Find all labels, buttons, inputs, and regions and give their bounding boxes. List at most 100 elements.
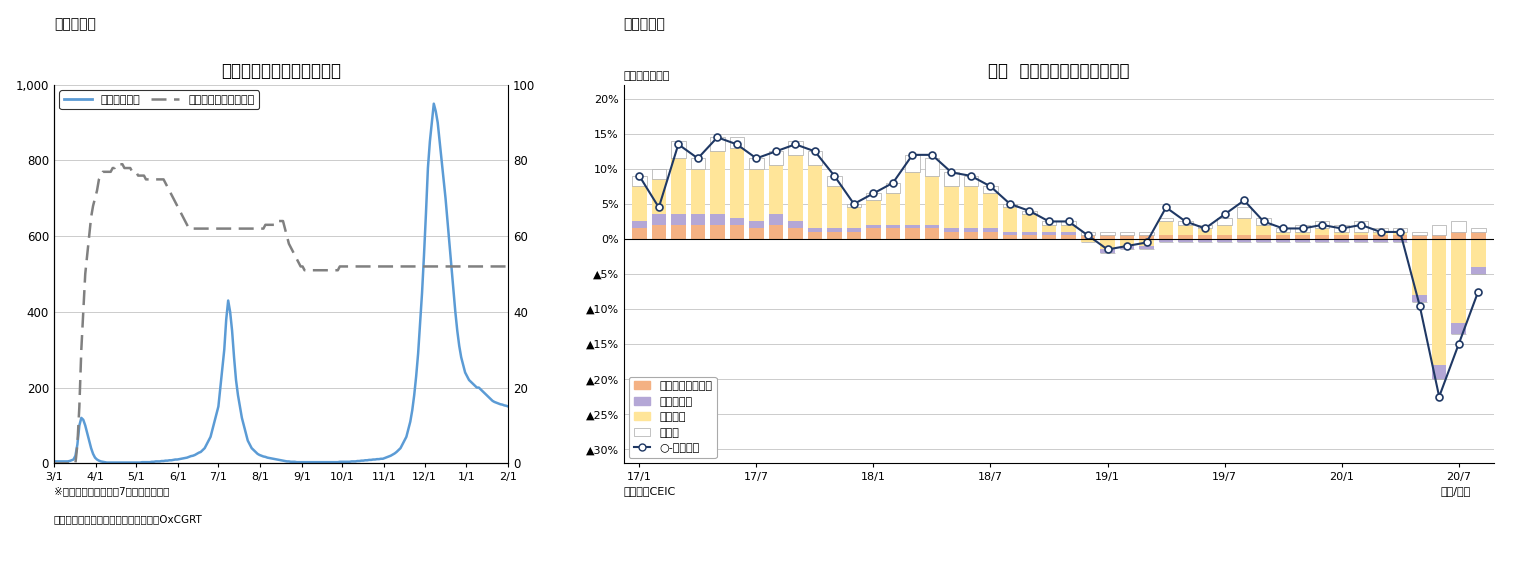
Bar — [1451, 232, 1466, 239]
Text: （図表４）: （図表４） — [624, 17, 665, 31]
Bar — [983, 232, 998, 239]
Bar — [1023, 236, 1036, 239]
Bar — [1081, 236, 1095, 239]
Bar — [1451, 323, 1466, 333]
Bar — [631, 228, 647, 239]
Bar — [748, 228, 764, 239]
Bar — [1412, 239, 1428, 295]
Bar — [865, 201, 881, 225]
Bar — [1451, 221, 1466, 232]
Bar — [1140, 232, 1153, 236]
Bar — [1198, 225, 1212, 228]
Bar — [885, 193, 901, 225]
Bar — [1041, 236, 1056, 239]
Bar — [748, 158, 764, 169]
Bar — [1198, 228, 1212, 236]
Bar — [1257, 239, 1270, 242]
Bar — [730, 137, 744, 148]
Bar — [651, 215, 667, 225]
Title: タイ  輸出の伸び率（品目別）: タイ 輸出の伸び率（品目別） — [989, 62, 1129, 80]
Bar — [1315, 236, 1329, 239]
Bar — [1041, 225, 1056, 232]
Bar — [924, 225, 939, 228]
Text: ※新規感染者数は後方7日移動平均の値: ※新規感染者数は後方7日移動平均の値 — [54, 486, 169, 496]
Bar — [1081, 232, 1095, 236]
Bar — [1315, 239, 1329, 242]
Bar — [1100, 232, 1115, 236]
Bar — [906, 172, 919, 225]
Bar — [671, 215, 685, 225]
Bar — [1100, 239, 1115, 250]
Bar — [1120, 236, 1135, 239]
Bar — [1237, 218, 1252, 236]
Bar — [1432, 239, 1446, 365]
Bar — [1374, 236, 1388, 239]
Bar — [1432, 365, 1446, 379]
Bar — [671, 141, 685, 158]
Bar — [1041, 221, 1056, 225]
Bar — [1120, 239, 1135, 246]
Bar — [983, 228, 998, 232]
Bar — [1061, 236, 1076, 239]
Bar — [768, 215, 784, 225]
Bar — [865, 193, 881, 201]
Title: タイの新規感染者数の推移: タイの新規感染者数の推移 — [222, 62, 340, 80]
Bar — [944, 228, 959, 232]
Bar — [1334, 225, 1349, 232]
Bar — [964, 176, 978, 186]
Bar — [1178, 236, 1194, 239]
Bar — [1003, 204, 1018, 207]
Bar — [964, 232, 978, 239]
Bar — [1334, 236, 1349, 239]
Bar — [1392, 228, 1408, 232]
Bar — [1178, 221, 1194, 225]
Bar — [1432, 225, 1446, 236]
Bar — [865, 225, 881, 228]
Bar — [1374, 232, 1388, 236]
Bar — [1392, 232, 1408, 236]
Text: （年/月）: （年/月） — [1440, 486, 1471, 496]
Bar — [847, 207, 861, 228]
Bar — [1275, 232, 1291, 236]
Bar — [768, 166, 784, 215]
Bar — [730, 148, 744, 218]
Bar — [885, 183, 901, 193]
Bar — [906, 225, 919, 228]
Bar — [1295, 225, 1311, 232]
Bar — [1217, 225, 1232, 236]
Bar — [1471, 267, 1486, 274]
Text: （図表３）: （図表３） — [54, 17, 95, 31]
Bar — [1140, 236, 1153, 239]
Bar — [1061, 225, 1076, 232]
Bar — [1315, 221, 1329, 228]
Bar — [1471, 239, 1486, 267]
Bar — [807, 166, 822, 228]
Bar — [1003, 232, 1018, 236]
Bar — [906, 228, 919, 239]
Bar — [671, 225, 685, 239]
Bar — [1275, 228, 1291, 232]
Bar — [1334, 232, 1349, 236]
Bar — [690, 169, 705, 215]
Bar — [788, 221, 802, 228]
Bar — [944, 232, 959, 239]
Bar — [1295, 239, 1311, 242]
Bar — [1471, 232, 1486, 239]
Bar — [847, 204, 861, 207]
Bar — [1257, 236, 1270, 239]
Bar — [1237, 207, 1252, 218]
Bar — [631, 186, 647, 221]
Bar — [710, 151, 725, 215]
Bar — [690, 158, 705, 169]
Bar — [710, 215, 725, 225]
Bar — [1451, 239, 1466, 323]
Bar — [1354, 221, 1369, 232]
Bar — [1198, 239, 1212, 242]
Legend: 新規感染者数, 厳格度指数（右目盛）: 新規感染者数, 厳格度指数（右目盛） — [60, 90, 259, 109]
Bar — [1257, 225, 1270, 236]
Bar — [827, 228, 842, 232]
Bar — [1374, 239, 1388, 242]
Bar — [983, 186, 998, 193]
Bar — [1140, 246, 1153, 250]
Bar — [1100, 250, 1115, 253]
